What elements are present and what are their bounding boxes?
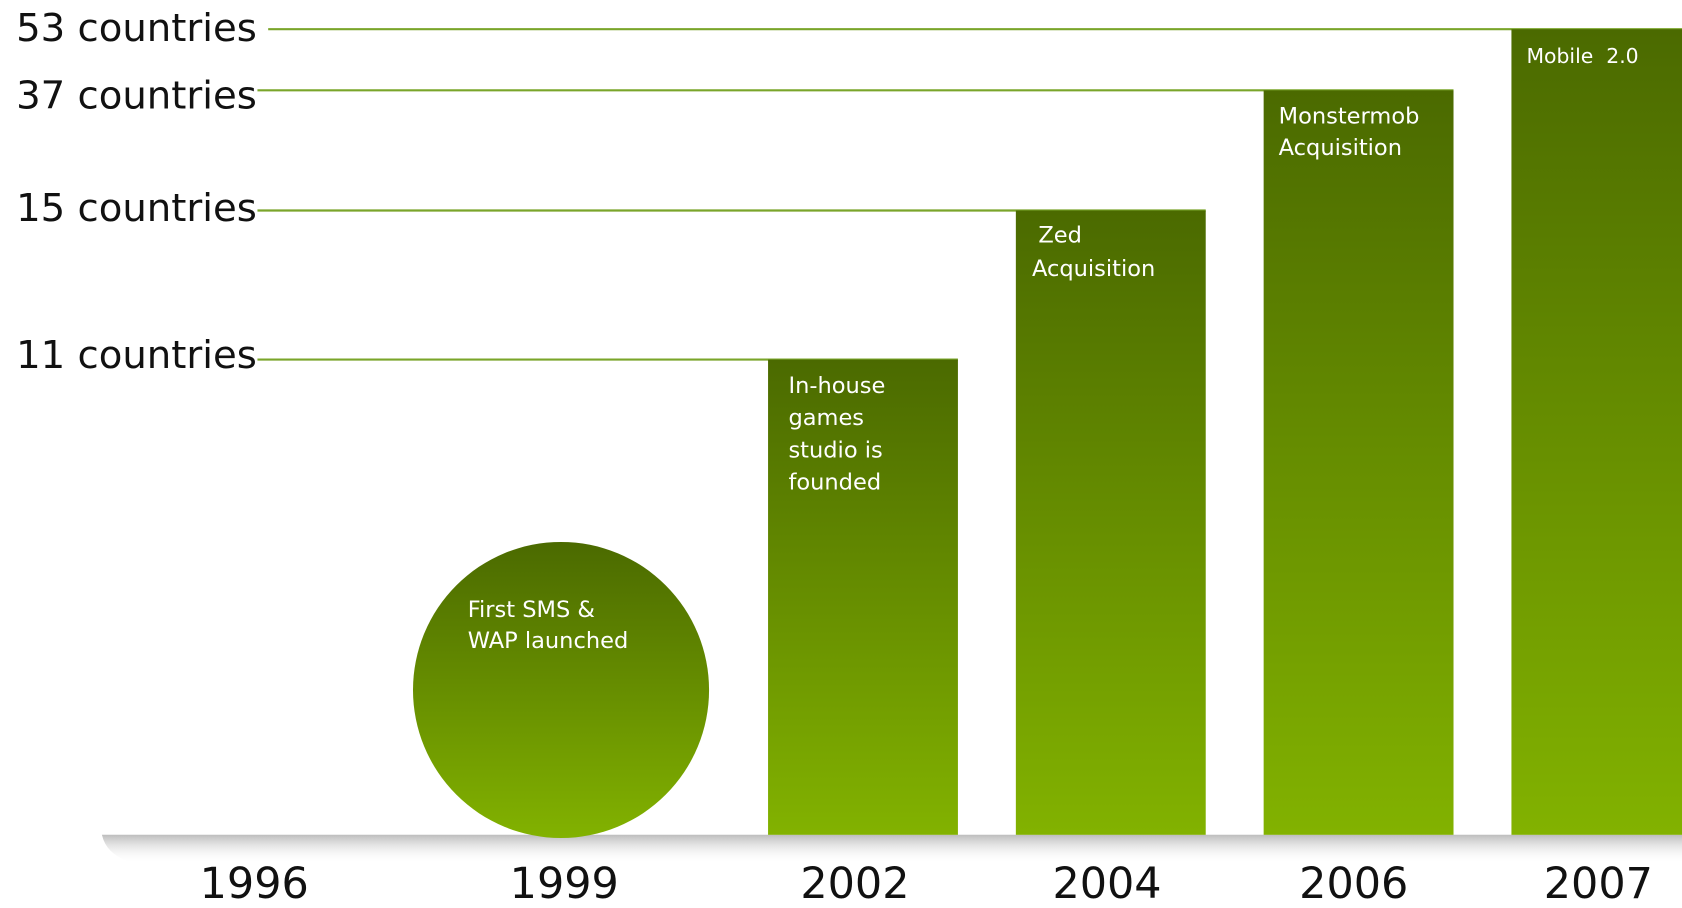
year-label: 2004 (1052, 859, 1161, 908)
milestone-text: founded (788, 469, 881, 495)
milestone-bar (768, 359, 958, 835)
milestone-text: First SMS & (468, 597, 595, 623)
milestone-circle (412, 541, 710, 839)
year-label: 1996 (200, 859, 309, 908)
milestone-bar (1015, 210, 1206, 835)
milestone-text: studio is (788, 437, 882, 463)
year-label: 2002 (800, 859, 909, 908)
milestone-text: Monstermob (1279, 104, 1420, 130)
level-label: 15 countries (16, 186, 257, 231)
level-label: 53 countries (16, 6, 257, 51)
year-label: 2007 (1544, 859, 1653, 908)
milestone-text: In-house (788, 373, 885, 399)
year-label: 2006 (1299, 859, 1408, 908)
milestone-text: Zed (1038, 223, 1082, 249)
milestone-text: Mobile 2.0 (1526, 44, 1638, 68)
milestone-bar (1511, 29, 1682, 835)
milestone-text: Acquisition (1279, 135, 1402, 161)
milestone-bar (1263, 90, 1454, 835)
year-label: 1999 (510, 859, 619, 908)
milestone-text: Acquisition (1032, 256, 1155, 282)
milestone-text: games (788, 405, 864, 431)
milestone-text: WAP launched (468, 628, 629, 654)
level-label: 11 countries (16, 333, 257, 378)
level-label: 37 countries (16, 73, 257, 118)
floor-shadow (101, 834, 1682, 864)
